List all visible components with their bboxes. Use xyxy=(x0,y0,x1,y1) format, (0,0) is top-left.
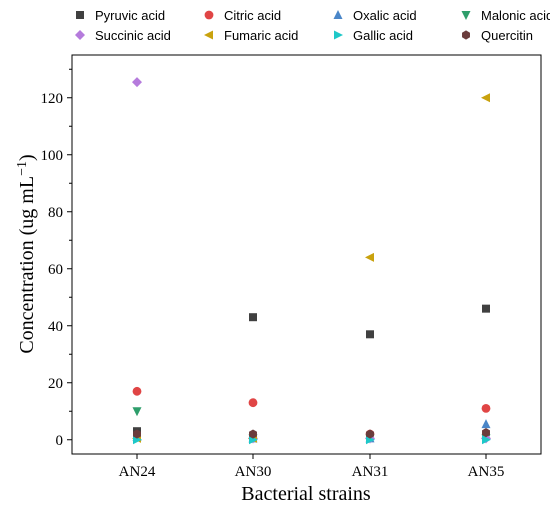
point-citric-acid-an24 xyxy=(132,386,142,396)
x-tick-label: AN24 xyxy=(119,464,156,480)
point-pyruvic-acid-an30 xyxy=(249,313,257,322)
point-quercitin-an31 xyxy=(366,429,374,439)
legend-marker-citric-acid xyxy=(204,10,214,20)
y-axis-title-superscript: −1 xyxy=(15,161,30,176)
point-succinic-acid-an24 xyxy=(132,77,142,88)
y-tick-label: 20 xyxy=(48,376,63,392)
legend-label-gallic-acid: Gallic acid xyxy=(353,28,413,43)
y-tick-label: 80 xyxy=(48,205,63,221)
point-pyruvic-acid-an31 xyxy=(366,330,374,339)
point-quercitin-an24 xyxy=(133,429,141,439)
legend-label-pyruvic-acid: Pyruvic acid xyxy=(95,8,165,23)
point-quercitin-an30 xyxy=(249,429,257,439)
legend-marker-pyruvic-acid xyxy=(76,11,84,19)
legend: Pyruvic acid Citric acid Oxalic acid Maloni… xyxy=(75,8,550,43)
legend-label-succinic-acid: Succinic acid xyxy=(95,28,171,43)
legend-label-citric-acid: Citric acid xyxy=(224,8,281,23)
x-axis-title: Bacterial strains xyxy=(241,483,371,505)
point-citric-acid-an30 xyxy=(248,398,258,408)
y-axis-title: Concentration (ug mL−1) xyxy=(15,154,39,353)
legend-label-quercitin: Quercitin xyxy=(481,28,533,43)
x-tick-label: AN31 xyxy=(352,464,389,480)
point-fumaric-acid-an35 xyxy=(481,93,490,103)
point-quercitin-an35 xyxy=(482,428,490,438)
legend-marker-fumaric-acid xyxy=(204,30,213,40)
legend-marker-quercitin xyxy=(462,30,470,40)
legend-marker-malonic-acid xyxy=(461,11,471,20)
point-oxalic-acid-an35 xyxy=(481,419,491,429)
y-tick-label: 100 xyxy=(41,148,64,164)
y-axis-title-main: Concentration (ug mL xyxy=(16,176,38,354)
legend-marker-oxalic-acid xyxy=(333,10,343,19)
plot-frame xyxy=(71,54,542,455)
point-pyruvic-acid-an35 xyxy=(482,304,490,313)
point-malonic-acid-an24 xyxy=(132,407,142,417)
point-citric-acid-an35 xyxy=(481,404,491,413)
legend-marker-gallic-acid xyxy=(334,30,343,40)
y-axis: 0 20 40 60 80 100 120 xyxy=(41,68,72,449)
x-tick-label: AN35 xyxy=(468,464,505,480)
x-axis: AN24 AN30 AN31 AN35 xyxy=(119,454,505,480)
y-axis-title-close: ) xyxy=(16,154,38,161)
y-tick-label: 40 xyxy=(48,319,63,335)
data-points xyxy=(132,77,491,445)
y-tick-label: 0 xyxy=(56,433,64,449)
point-gallic-acid-an35 xyxy=(482,435,491,445)
x-tick-label: AN30 xyxy=(235,464,272,480)
legend-marker-succinic-acid xyxy=(75,30,85,40)
legend-label-fumaric-acid: Fumaric acid xyxy=(224,28,298,43)
point-fumaric-acid-an31 xyxy=(365,252,374,262)
y-tick-label: 60 xyxy=(48,262,63,278)
y-tick-label: 120 xyxy=(41,91,64,107)
legend-label-oxalic-acid: Oxalic acid xyxy=(353,8,417,23)
legend-label-malonic-acid: Malonic acid xyxy=(481,8,550,23)
